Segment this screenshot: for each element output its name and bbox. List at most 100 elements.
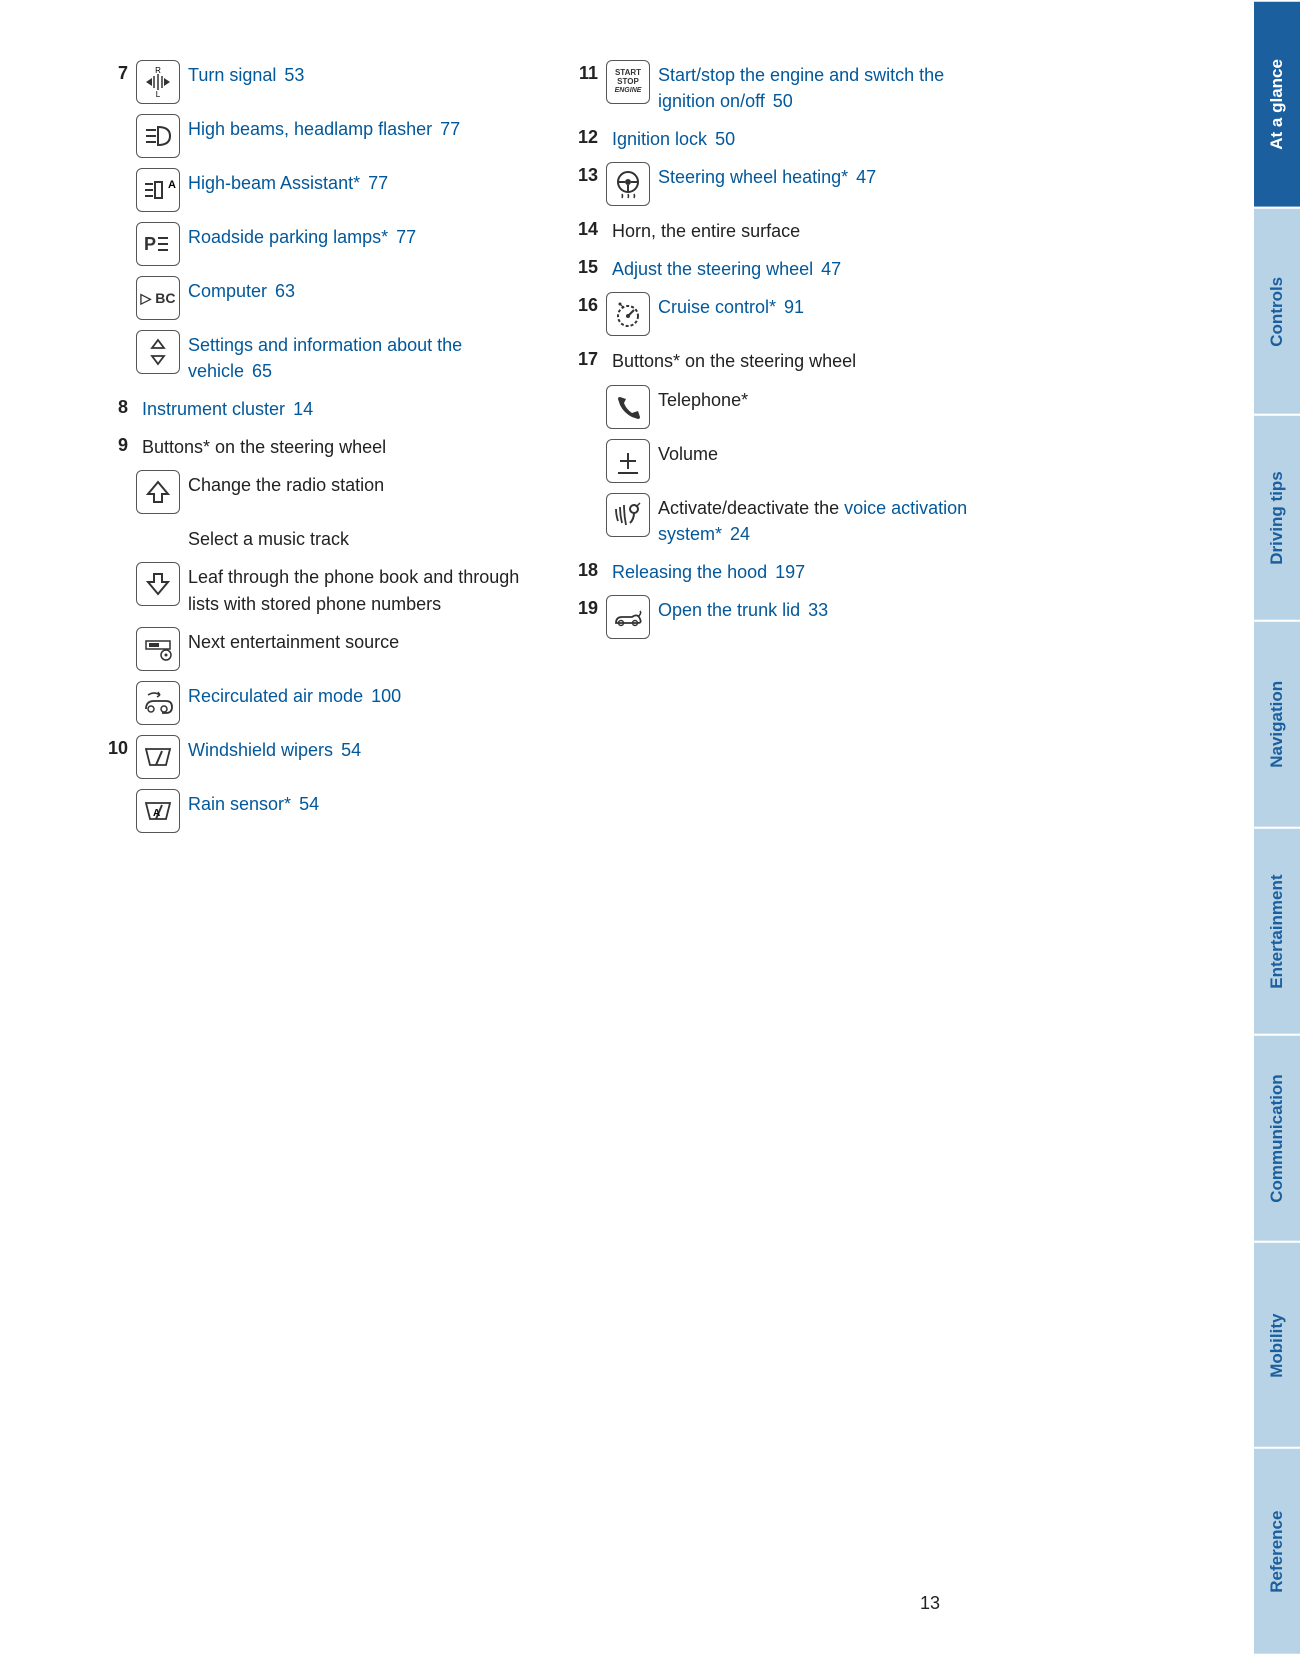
entry-text[interactable]: Turn signal53 (188, 60, 530, 88)
start-stop-icon: STARTSTOPENGINE (606, 60, 650, 104)
entry-row: Telephone* (570, 385, 1000, 429)
entry-text[interactable]: Cruise control*91 (658, 292, 1000, 320)
entry-text: Horn, the entire surface (612, 216, 1000, 244)
phone-icon (606, 385, 650, 429)
svg-text:A: A (168, 179, 176, 191)
wheel-heat-icon (606, 162, 650, 206)
entry-row: 14 Horn, the entire surface (570, 216, 1000, 244)
entry-row: 13 Steering wheel heating*47 (570, 162, 1000, 206)
rain-sensor-icon: A (136, 789, 180, 833)
entry-text[interactable]: Instrument cluster14 (142, 394, 530, 422)
entry-number: 17 (570, 346, 604, 372)
entry-text[interactable]: High beams, head­lamp flasher77 (188, 114, 530, 142)
svg-text:R: R (155, 66, 161, 75)
entry-number: 15 (570, 254, 604, 280)
entry-text[interactable]: Roadside parking lamps*77 (188, 222, 530, 250)
entry-number: 19 (570, 595, 604, 621)
svg-text:L: L (156, 90, 161, 99)
entry-row: 8 Instrument cluster14 (100, 394, 530, 422)
entry-row: 12 Ignition lock50 (570, 124, 1000, 152)
entry-text: Volume (658, 439, 1000, 467)
entry-text[interactable]: Rain sensor*54 (188, 789, 530, 817)
entry-number: 18 (570, 557, 604, 583)
volume-icon (606, 439, 650, 483)
entry-number: 16 (570, 292, 604, 318)
entry-row: P Roadside parking lamps*77 (100, 222, 530, 266)
entry-text[interactable]: Adjust the steering wheel47 (612, 254, 1000, 282)
right-column: 11STARTSTOPENGINEStart/stop the engine a… (570, 60, 1000, 1614)
turn-signal-icon: RL (136, 60, 180, 104)
entry-row: Activate/deactivate the voice acti­vatio… (570, 493, 1000, 547)
entry-row: Select a music track (100, 524, 530, 552)
entry-row: 15 Adjust the steering wheel47 (570, 254, 1000, 282)
entry-row: 11STARTSTOPENGINEStart/stop the engine a… (570, 60, 1000, 114)
tab-mobility[interactable]: Mobility (1254, 1241, 1300, 1448)
entry-row: 9 Buttons* on the steering wheel (100, 432, 530, 460)
parking-lamp-icon: P (136, 222, 180, 266)
entry-text[interactable]: Settings and information about the vehic… (188, 330, 530, 384)
triangles-icon (136, 330, 180, 374)
tab-communication[interactable]: Communication (1254, 1034, 1300, 1241)
entry-text: Next entertainment source (188, 627, 530, 655)
entry-row: Change the radio station (100, 470, 530, 514)
entry-number: 12 (570, 124, 604, 150)
entry-text[interactable]: Start/stop the engine and switch the ign… (658, 60, 1000, 114)
high-beam-assist-icon: A (136, 168, 180, 212)
entry-row: Next entertainment source (100, 627, 530, 671)
entry-row: A High-beam Assistant*77 (100, 168, 530, 212)
page-number: 13 (920, 1593, 940, 1614)
entry-row: 18 Releasing the hood197 (570, 557, 1000, 585)
entry-text: Select a music track (188, 524, 530, 552)
entry-row: Recirculated air mode100 (100, 681, 530, 725)
recirc-icon (136, 681, 180, 725)
entry-row: ▷ BC Computer63 (100, 276, 530, 320)
entry-text[interactable]: Steering wheel heating*47 (658, 162, 1000, 190)
entry-text: Telephone* (658, 385, 1000, 413)
entry-text[interactable]: Releasing the hood197 (612, 557, 1000, 585)
entry-text[interactable]: Ignition lock50 (612, 124, 1000, 152)
entry-text[interactable]: Windshield wipers54 (188, 735, 530, 763)
entry-text[interactable]: Activate/deactivate the voice acti­vatio… (658, 493, 1000, 547)
entry-number: 11 (570, 60, 604, 86)
entry-text: Buttons* on the steering wheel (612, 346, 1000, 374)
entry-row: 7RLTurn signal53 (100, 60, 530, 104)
entry-row: 10 Windshield wipers54 (100, 735, 530, 779)
entry-number: 14 (570, 216, 604, 242)
entry-text[interactable]: High-beam Assistant*77 (188, 168, 530, 196)
arrow-down-icon (136, 562, 180, 606)
wiper-icon (136, 735, 180, 779)
tab-controls[interactable]: Controls (1254, 207, 1300, 414)
arrow-up-icon (136, 470, 180, 514)
entry-row: 17 Buttons* on the steering wheel (570, 346, 1000, 374)
source-icon (136, 627, 180, 671)
entry-text: Leaf through the phone book and through … (188, 562, 530, 616)
entry-row: A Rain sensor*54 (100, 789, 530, 833)
voice-icon (606, 493, 650, 537)
tab-navigation[interactable]: Navigation (1254, 620, 1300, 827)
entry-text[interactable]: Open the trunk lid33 (658, 595, 1000, 623)
entry-number: 8 (100, 394, 134, 420)
entry-row: Settings and information about the vehic… (100, 330, 530, 384)
left-column: 7RLTurn signal53High beams, head­lamp fl… (100, 60, 530, 1614)
entry-number: 9 (100, 432, 134, 458)
entry-text[interactable]: Computer63 (188, 276, 530, 304)
entry-row: 19 Open the trunk lid33 (570, 595, 1000, 639)
tab-reference[interactable]: Reference (1254, 1447, 1300, 1654)
tab-at-a-glance[interactable]: At a glance (1254, 0, 1300, 207)
trunk-icon (606, 595, 650, 639)
entry-number: 10 (100, 735, 134, 761)
computer-bc-icon: ▷ BC (136, 276, 180, 320)
section-tabs: At a glanceControlsDriving tipsNavigatio… (1254, 0, 1300, 1654)
entry-text: Change the radio station (188, 470, 530, 498)
entry-text[interactable]: Recirculated air mode100 (188, 681, 530, 709)
cruise-icon (606, 292, 650, 336)
entry-number: 13 (570, 162, 604, 188)
entry-row: High beams, head­lamp flasher77 (100, 114, 530, 158)
high-beam-icon (136, 114, 180, 158)
entry-text: Buttons* on the steering wheel (142, 432, 530, 460)
entry-number: 7 (100, 60, 134, 86)
tab-entertainment[interactable]: Entertainment (1254, 827, 1300, 1034)
tab-driving-tips[interactable]: Driving tips (1254, 414, 1300, 621)
entry-row: Leaf through the phone book and through … (100, 562, 530, 616)
svg-text:A: A (153, 808, 160, 819)
